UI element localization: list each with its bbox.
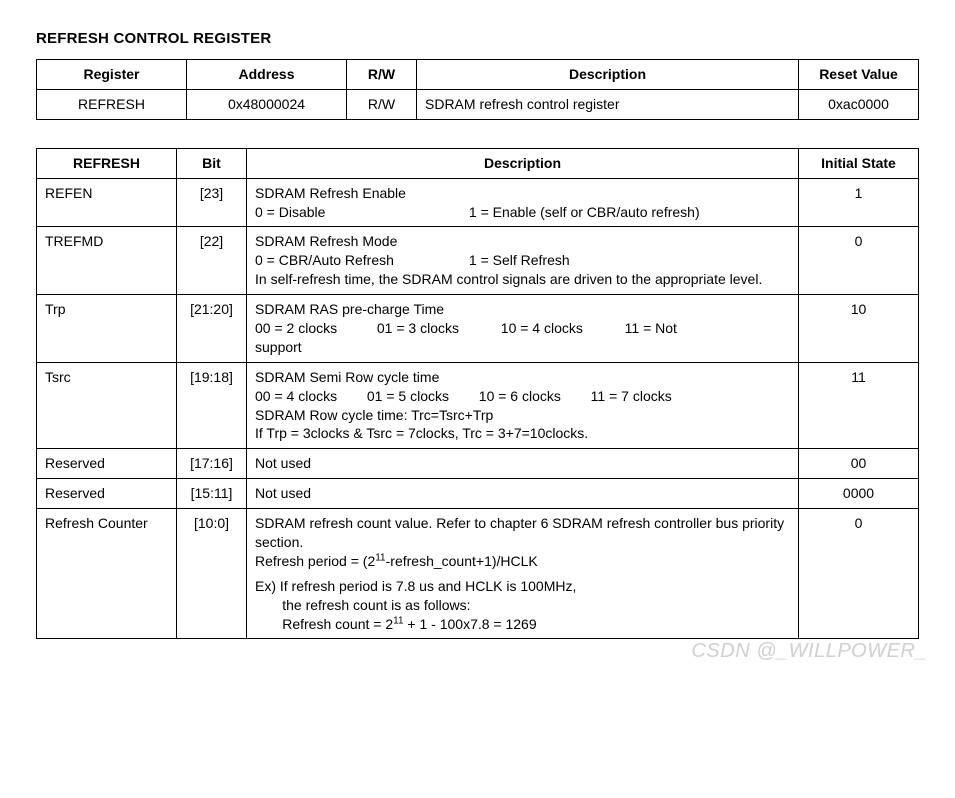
col-description: Description xyxy=(417,60,799,90)
desc-line: support xyxy=(255,339,302,355)
cell-init: 10 xyxy=(799,295,919,363)
desc-line: SDRAM Row cycle time: Trc=Tsrc+Trp xyxy=(255,407,493,423)
desc-opt: 0 = Disable xyxy=(255,203,465,222)
desc-line: SDRAM Semi Row cycle time xyxy=(255,369,439,385)
page-title: REFRESH CONTROL REGISTER xyxy=(36,30,919,47)
desc-line: Ex) If refresh period is 7.8 us and HCLK… xyxy=(255,578,576,594)
table-row: REFEN [23] SDRAM Refresh Enable 0 = Disa… xyxy=(37,178,919,227)
table-header-row: REFRESH Bit Description Initial State xyxy=(37,148,919,178)
cell-init: 0 xyxy=(799,227,919,295)
desc-opt: 01 = 3 clocks xyxy=(377,319,497,338)
table-row: Tsrc [19:18] SDRAM Semi Row cycle time 0… xyxy=(37,362,919,449)
table-row: Reserved [15:11] Not used 0000 xyxy=(37,479,919,509)
desc-fragment: Refresh count = 2 xyxy=(255,616,393,632)
col-init: Initial State xyxy=(799,148,919,178)
desc-line: If Trp = 3clocks & Tsrc = 7clocks, Trc =… xyxy=(255,425,588,441)
cell-bit: [19:18] xyxy=(177,362,247,449)
superscript: 11 xyxy=(393,615,403,626)
cell-init: 00 xyxy=(799,449,919,479)
cell-description: SDRAM Semi Row cycle time 00 = 4 clocks … xyxy=(247,362,799,449)
cell-bit: [22] xyxy=(177,227,247,295)
table-row: TREFMD [22] SDRAM Refresh Mode 0 = CBR/A… xyxy=(37,227,919,295)
cell-field: Trp xyxy=(37,295,177,363)
table-header-row: Register Address R/W Description Reset V… xyxy=(37,60,919,90)
desc-opt: 10 = 6 clocks xyxy=(479,387,587,406)
desc-opt: 0 = CBR/Auto Refresh xyxy=(255,251,465,270)
cell-field: Refresh Counter xyxy=(37,509,177,639)
col-address: Address xyxy=(187,60,347,90)
col-rw: R/W xyxy=(347,60,417,90)
cell-field: Reserved xyxy=(37,449,177,479)
desc-line: SDRAM Refresh Enable xyxy=(255,185,406,201)
cell-bit: [17:16] xyxy=(177,449,247,479)
col-register: Register xyxy=(37,60,187,90)
cell-bit: [23] xyxy=(177,178,247,227)
col-bit: Bit xyxy=(177,148,247,178)
desc-opt: 1 = Self Refresh xyxy=(469,252,570,268)
cell-field: Reserved xyxy=(37,479,177,509)
watermark-text: CSDN @_WILLPOWER_ xyxy=(691,640,927,663)
cell-field: TREFMD xyxy=(37,227,177,295)
desc-opt: 00 = 4 clocks xyxy=(255,387,363,406)
cell-reset: 0xac0000 xyxy=(799,89,919,119)
cell-rw: R/W xyxy=(347,89,417,119)
cell-bit: [10:0] xyxy=(177,509,247,639)
cell-description: Not used xyxy=(247,449,799,479)
cell-address: 0x48000024 xyxy=(187,89,347,119)
col-description: Description xyxy=(247,148,799,178)
table-row: REFRESH 0x48000024 R/W SDRAM refresh con… xyxy=(37,89,919,119)
cell-description: Not used xyxy=(247,479,799,509)
desc-opt: 11 = 7 clocks xyxy=(591,388,672,404)
table-row: Trp [21:20] SDRAM RAS pre-charge Time 00… xyxy=(37,295,919,363)
cell-description: SDRAM refresh control register xyxy=(417,89,799,119)
cell-description: SDRAM refresh count value. Refer to chap… xyxy=(247,509,799,639)
desc-line: SDRAM Refresh Mode xyxy=(255,233,397,249)
desc-line: the refresh count is as follows: xyxy=(255,597,471,613)
desc-line: SDRAM RAS pre-charge Time xyxy=(255,301,444,317)
bitfield-table: REFRESH Bit Description Initial State RE… xyxy=(36,148,919,640)
cell-description: SDRAM RAS pre-charge Time 00 = 2 clocks … xyxy=(247,295,799,363)
cell-description: SDRAM Refresh Enable 0 = Disable 1 = Ena… xyxy=(247,178,799,227)
cell-init: 0 xyxy=(799,509,919,639)
desc-line: SDRAM refresh count value. Refer to chap… xyxy=(255,515,784,550)
desc-opt: 1 = Enable (self or CBR/auto refresh) xyxy=(469,204,700,220)
desc-opt: 01 = 5 clocks xyxy=(367,387,475,406)
desc-opt: 11 = Not xyxy=(625,320,677,336)
desc-line: In self-refresh time, the SDRAM control … xyxy=(255,271,762,287)
desc-opt: 00 = 2 clocks xyxy=(255,319,373,338)
cell-field: REFEN xyxy=(37,178,177,227)
desc-fragment: + 1 - 100x7.8 = 1269 xyxy=(404,616,537,632)
superscript: 11 xyxy=(375,552,385,563)
cell-init: 0000 xyxy=(799,479,919,509)
cell-field: Tsrc xyxy=(37,362,177,449)
col-reset: Reset Value xyxy=(799,60,919,90)
cell-description: SDRAM Refresh Mode 0 = CBR/Auto Refresh … xyxy=(247,227,799,295)
desc-fragment: Refresh period = (2 xyxy=(255,553,375,569)
table-row: Refresh Counter [10:0] SDRAM refresh cou… xyxy=(37,509,919,639)
table-row: Reserved [17:16] Not used 00 xyxy=(37,449,919,479)
cell-init: 1 xyxy=(799,178,919,227)
desc-opt: 10 = 4 clocks xyxy=(501,319,621,338)
cell-register: REFRESH xyxy=(37,89,187,119)
cell-init: 11 xyxy=(799,362,919,449)
register-summary-table: Register Address R/W Description Reset V… xyxy=(36,59,919,120)
cell-bit: [15:11] xyxy=(177,479,247,509)
col-field: REFRESH xyxy=(37,148,177,178)
desc-fragment: -refresh_count+1)/HCLK xyxy=(386,553,538,569)
cell-bit: [21:20] xyxy=(177,295,247,363)
